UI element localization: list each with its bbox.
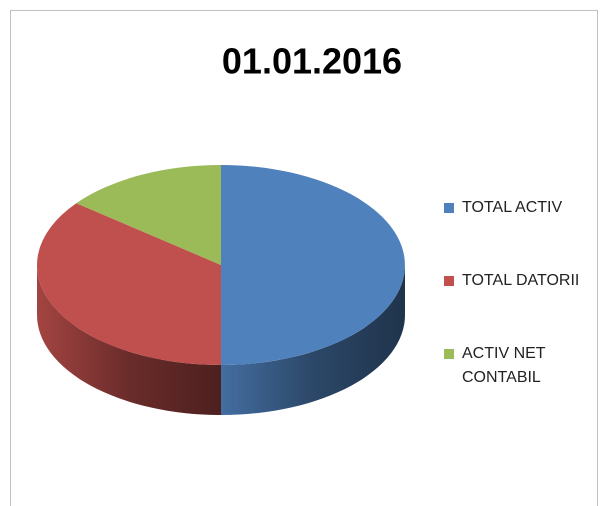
legend-label: TOTAL ACTIV bbox=[462, 199, 563, 216]
legend-swatch bbox=[444, 349, 454, 359]
legend-item: TOTAL ACTIV bbox=[444, 196, 584, 220]
legend-swatch bbox=[444, 276, 454, 286]
legend-label: ACTIV NET CONTABIL bbox=[462, 345, 546, 386]
pie-slice bbox=[37, 203, 222, 365]
pie-slice bbox=[221, 165, 405, 365]
legend-item: TOTAL DATORII bbox=[444, 269, 584, 293]
legend-item: ACTIV NET CONTABIL bbox=[444, 342, 584, 390]
pie-side-shade bbox=[37, 265, 221, 415]
legend-swatch bbox=[444, 203, 454, 213]
legend-label: TOTAL DATORII bbox=[462, 272, 580, 289]
chart-frame bbox=[10, 10, 598, 506]
legend: TOTAL ACTIV TOTAL DATORII ACTIV NET CONTAB… bbox=[444, 196, 584, 439]
pie-slice bbox=[76, 165, 221, 265]
chart-title: 01.01.2016 bbox=[222, 41, 402, 82]
pie-side-shade bbox=[221, 265, 405, 415]
